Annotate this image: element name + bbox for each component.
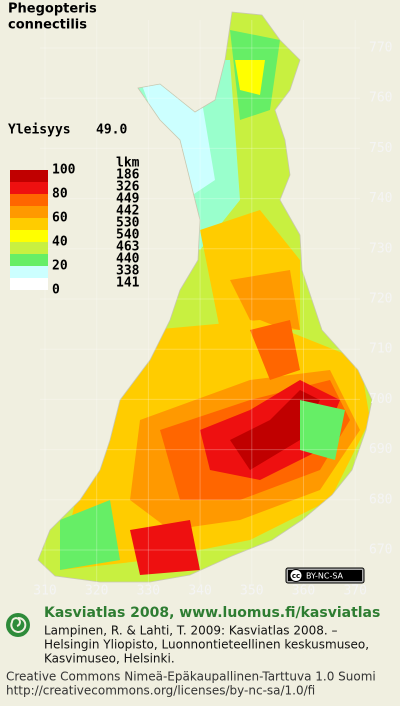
easting-label: 320 xyxy=(85,584,108,599)
grid: 770 760 750 740 730 720 710 700 690 680 670 310 320 3… xyxy=(33,20,392,599)
northing-label: 670 xyxy=(369,543,392,558)
northing-label: 760 xyxy=(369,91,392,106)
legend-count: 440 xyxy=(116,252,140,267)
northing-label: 690 xyxy=(369,442,392,457)
northing-label: 730 xyxy=(369,241,392,256)
legend-count: 326 xyxy=(116,180,140,195)
legend-swatch xyxy=(10,194,48,206)
easting-label: 360 xyxy=(292,584,315,599)
legend-swatch xyxy=(10,182,48,194)
legend-count: 463 xyxy=(116,240,139,255)
legend-count: 442 xyxy=(116,204,139,219)
legend-swatch xyxy=(10,230,48,242)
frequency-label: Yleisyys xyxy=(8,123,71,138)
easting-label: 370 xyxy=(343,584,366,599)
legend-scale-label: 100 xyxy=(52,163,76,178)
legend-swatch xyxy=(10,278,48,290)
easting-label: 350 xyxy=(240,584,263,599)
easting-label: 310 xyxy=(33,584,56,599)
legend-swatch xyxy=(10,170,48,182)
northing-label: 750 xyxy=(369,141,392,156)
atlas-title: Kasviatlas 2008, www.luomus.fi/kasviatla… xyxy=(44,605,380,621)
citation-line: Helsingin Yliopisto, Luonnontieteellinen… xyxy=(44,638,369,652)
legend-count: 186 xyxy=(116,168,140,183)
northing-label: 680 xyxy=(369,492,392,507)
legend-scale-label: 80 xyxy=(52,187,68,202)
species-name: connectilis xyxy=(8,18,87,33)
northing-label: 720 xyxy=(369,292,392,307)
northing-label: 770 xyxy=(369,41,392,56)
legend-swatch xyxy=(10,266,48,278)
legend-count: 338 xyxy=(116,264,140,279)
legend-count: 449 xyxy=(116,192,139,207)
citation-line: Kasvimuseo, Helsinki. xyxy=(44,652,175,666)
legend-count: 530 xyxy=(116,216,140,231)
legend-scale-label: 60 xyxy=(52,211,68,226)
legend-swatch xyxy=(10,218,48,230)
license-badge-text: BY-NC-SA xyxy=(306,572,344,581)
legend-count: 540 xyxy=(116,228,140,243)
legend-scale-label: 0 xyxy=(52,283,60,298)
easting-label: 340 xyxy=(188,584,211,599)
legend-swatch xyxy=(10,242,48,254)
northing-label: 740 xyxy=(369,191,392,206)
svg-text:cc: cc xyxy=(292,572,300,580)
logo xyxy=(6,613,30,637)
frequency-value: 49.0 xyxy=(96,123,127,138)
legend-swatch xyxy=(10,206,48,218)
license-line: http://creativecommons.org/licenses/by-n… xyxy=(6,684,315,698)
legend-count: 141 xyxy=(116,276,140,291)
legend-scale-label: 20 xyxy=(52,259,68,274)
easting-label: 330 xyxy=(137,584,160,599)
species-name: Phegopteris xyxy=(8,2,97,17)
northing-label: 710 xyxy=(369,342,392,357)
license-badge: cc BY-NC-SA xyxy=(285,567,365,584)
legend-header: lkm xyxy=(116,156,140,171)
legend-swatch xyxy=(10,254,48,266)
northing-label: 700 xyxy=(369,392,392,407)
citation-line: Lampinen, R. & Lahti, T. 2009: Kasviatla… xyxy=(44,624,338,638)
license-line: Creative Commons Nimeä-Epäkaupallinen-Ta… xyxy=(6,670,376,684)
legend-scale-label: 40 xyxy=(52,235,68,250)
